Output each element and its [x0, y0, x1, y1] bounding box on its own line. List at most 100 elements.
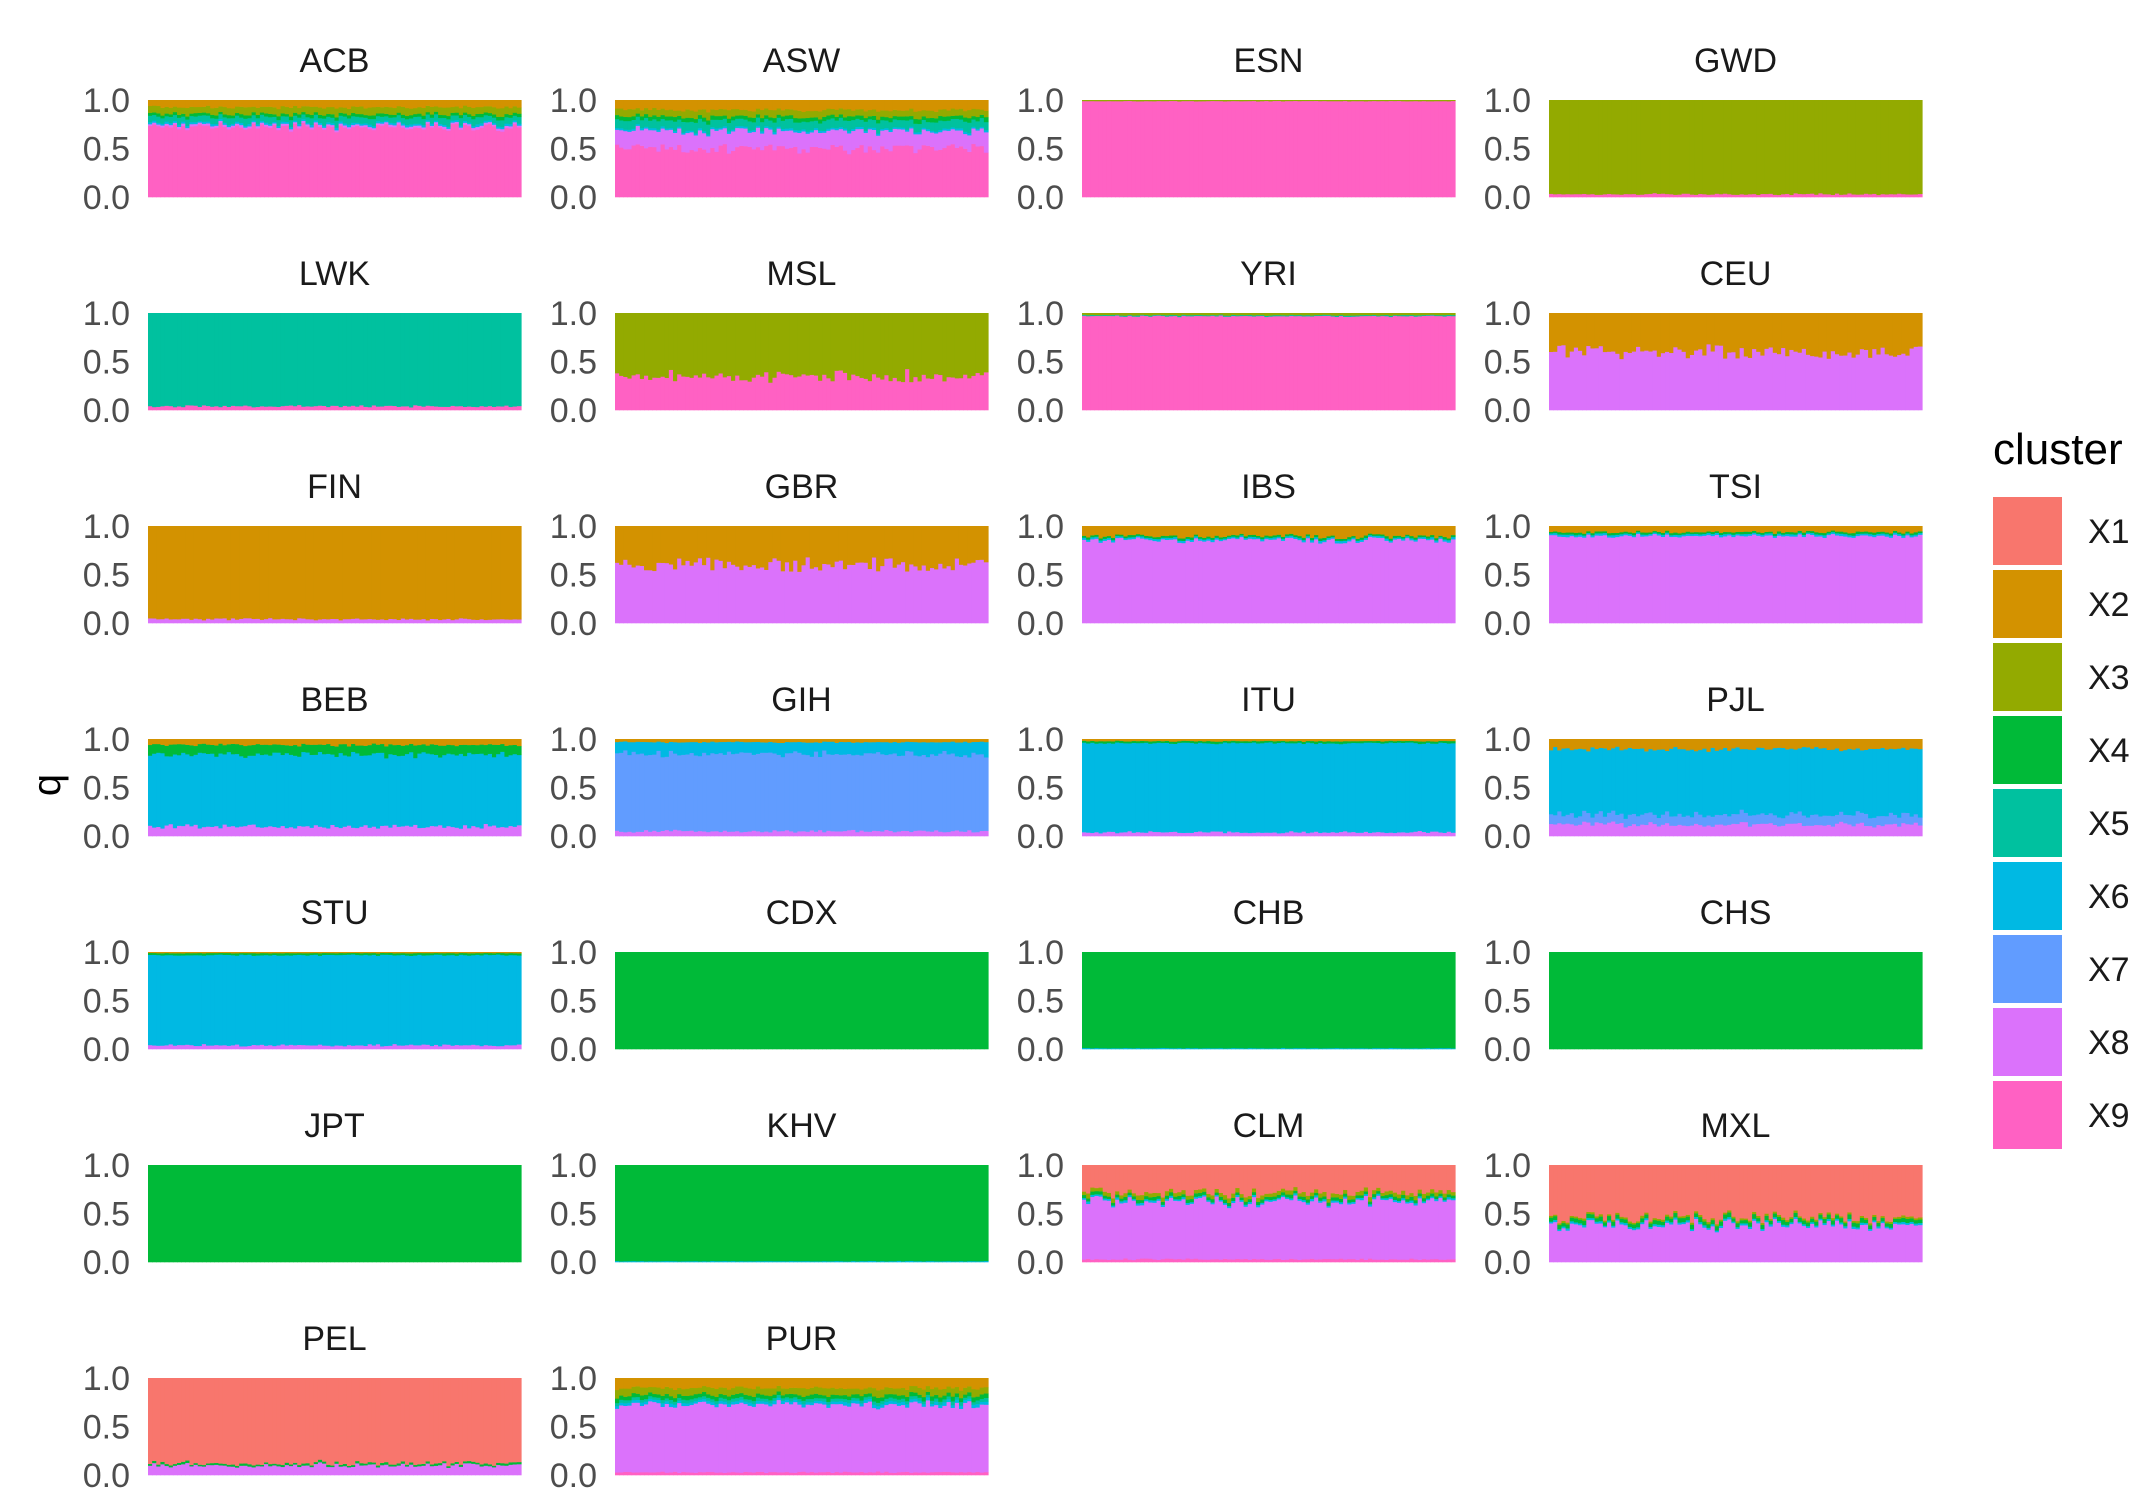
bar-segment [664, 120, 670, 129]
bar-segment [697, 118, 703, 129]
bar-segment [1718, 526, 1724, 533]
bar-segment [1594, 100, 1600, 195]
bar-segment [1876, 535, 1882, 624]
bar-segment [1131, 100, 1137, 102]
bar-segment [467, 526, 472, 620]
bar-segment [1218, 314, 1224, 316]
bar-segment [1363, 526, 1369, 536]
bar-segment [1272, 741, 1278, 744]
bar-segment [421, 115, 427, 120]
bar-segment [830, 831, 836, 837]
bar-segment [1127, 100, 1133, 198]
bar-segment [1851, 532, 1857, 536]
bar-segment [1131, 832, 1137, 837]
bar-segment [731, 150, 736, 198]
bar-segment [668, 313, 674, 370]
bar-segment [288, 754, 294, 828]
bar-segment [1106, 741, 1112, 744]
bar-segment [929, 526, 935, 569]
bar-segment [946, 526, 952, 567]
bar-segment [1392, 526, 1398, 536]
bar-segment [1227, 315, 1232, 317]
bar-segment [1111, 101, 1116, 198]
bar-segment [859, 742, 865, 756]
bar-segment [272, 752, 278, 828]
bar-segment [1309, 832, 1315, 837]
bar-segment [1818, 739, 1824, 749]
bar-segment [181, 113, 186, 117]
bar-segment [1392, 539, 1398, 624]
bar-segment [1268, 740, 1274, 743]
bar-segment [710, 526, 716, 571]
bar-segment [164, 526, 170, 619]
bar-segment [1372, 832, 1377, 837]
bar-segment [702, 526, 707, 566]
bar-segment [689, 149, 695, 198]
bar-segment [1747, 531, 1753, 534]
bar-segment [1198, 313, 1203, 316]
bar-segment [1181, 526, 1187, 539]
bar-segment [818, 132, 823, 149]
bar-segment [722, 754, 728, 831]
bar-segment [301, 743, 307, 753]
bar-segment [384, 120, 389, 123]
bar-segment [880, 116, 885, 121]
bar-segment [925, 128, 931, 132]
bar-segment [413, 745, 418, 759]
bar-segment [1152, 526, 1158, 538]
bar-segment [1131, 742, 1137, 833]
bar-segment [1396, 740, 1402, 743]
bar-segment [1897, 533, 1902, 537]
bar-segment [1098, 538, 1104, 541]
bar-segment [909, 739, 914, 743]
bar-segment [1106, 535, 1112, 538]
bar-segment [1314, 534, 1319, 538]
bar-segment [1727, 352, 1732, 411]
bar-segment [648, 526, 653, 571]
bar-segment [1818, 816, 1824, 826]
bar-segment [475, 739, 481, 746]
bar-segment [710, 128, 716, 149]
bar-segment [483, 526, 489, 621]
bar-segment [1388, 540, 1394, 543]
bar-segment [1627, 535, 1633, 624]
bar-segment [417, 125, 423, 128]
bar-segment [1318, 740, 1323, 743]
bar-segment [222, 313, 228, 406]
bar-segment [838, 754, 844, 832]
bar-segment [1251, 742, 1257, 833]
bar-segment [942, 526, 948, 569]
bar-segment [1247, 526, 1253, 535]
bar-segment [1698, 534, 1703, 537]
bar-segment [264, 124, 269, 127]
bar-segment [1343, 540, 1348, 544]
bar-segment [1239, 313, 1245, 316]
bar-segment [1636, 748, 1641, 817]
bar-segment [938, 115, 944, 121]
bar-segment [168, 756, 174, 825]
bar-segment [433, 100, 439, 107]
bar-segment [1243, 742, 1249, 833]
bar-segment [677, 755, 682, 831]
bar-segment [1181, 314, 1187, 316]
bar-segment [1689, 535, 1695, 624]
bar-segment [309, 827, 315, 837]
bar-segment [1297, 313, 1303, 316]
bar-segment [739, 569, 745, 624]
bar-segment [1276, 526, 1282, 535]
bar-segment [644, 755, 649, 831]
bar-segment [479, 744, 485, 754]
bar-segment [751, 526, 757, 566]
bar-segment [1905, 535, 1911, 624]
bar-segment [789, 831, 794, 837]
bar-segment [863, 132, 869, 153]
bar-segment [971, 128, 977, 145]
bar-segment [1631, 532, 1637, 536]
bar-segment [967, 378, 973, 411]
bar-segment [764, 115, 769, 119]
bar-segment [380, 406, 385, 411]
bar-segment [380, 313, 385, 407]
bar-segment [797, 526, 803, 572]
bar-segment [280, 105, 286, 114]
bar-segment [780, 739, 786, 743]
